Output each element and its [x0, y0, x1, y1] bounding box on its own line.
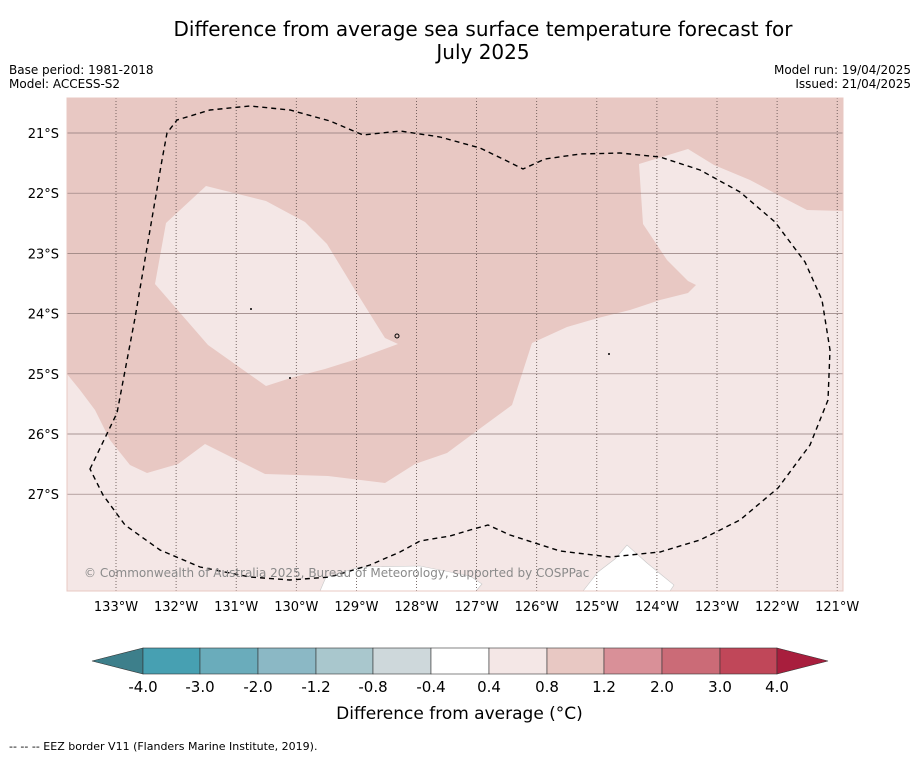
colorbar-tick-label: -4.0 — [128, 678, 157, 696]
lon-label: 123°W — [695, 600, 739, 615]
colorbar-ticks: -4.0 -3.0 -2.0 -1.2 -0.8 -0.4 0.4 0.8 1.2 2.0 3.0 4… — [128, 678, 789, 696]
lat-label: 21°S — [28, 127, 59, 142]
lon-label: 127°W — [455, 600, 499, 615]
colorbar-tick-label: 4.0 — [765, 678, 789, 696]
lon-label: 132°W — [154, 600, 198, 615]
colorbar-label: Difference from average (°C) — [336, 704, 583, 724]
colorbar-segment — [603, 647, 663, 675]
colorbar-tick-label: -0.8 — [358, 678, 387, 696]
lon-label: 124°W — [635, 600, 679, 615]
band-0.4-0.8-south — [67, 149, 843, 591]
model-run: Model run: 19/04/2025 — [773, 63, 911, 77]
longitude-labels: 133°W 132°W 131°W 130°W 129°W 128°W 127°W 126°W… — [94, 600, 860, 615]
island-2 — [394, 333, 400, 339]
lat-label: 23°S — [28, 247, 59, 262]
sst-anomaly-map: 21°S22°S23°S24°S25°S26°S27°S 133°W 132°W 1… — [28, 97, 860, 696]
lon-label: 121°W — [815, 600, 859, 615]
lon-label: 128°W — [394, 600, 438, 615]
lat-label: 27°S — [28, 488, 59, 503]
colorbar-segment — [546, 647, 605, 675]
colorbar-segment — [488, 647, 548, 675]
island-1 — [250, 308, 252, 310]
colorbar-segment — [719, 647, 778, 675]
meta-left: Base period: 1981-2018 Model: ACCESS-S2 — [9, 63, 154, 91]
lon-label: 133°W — [94, 600, 138, 615]
latitude-labels: 21°S 22°S 23°S 24°S 25°S 26°S 27°S — [28, 127, 59, 503]
lat-label: 25°S — [28, 368, 59, 383]
meta-right: Model run: 19/04/2025 Issued: 21/04/2025 — [774, 63, 911, 91]
map-frame — [66, 97, 844, 592]
eez-border — [89, 105, 831, 581]
colorbar-tick-label: 0.8 — [535, 678, 559, 696]
map-title: Difference from average sea surface temp… — [0, 18, 919, 64]
colorbar-segment — [199, 647, 259, 675]
colorbar-arrow-high — [776, 647, 829, 675]
colorbar-tick-label: 3.0 — [708, 678, 732, 696]
lon-label: 125°W — [575, 600, 619, 615]
colorbar-tick-label: 0.4 — [477, 678, 501, 696]
colorbar-tick-label: -3.0 — [185, 678, 214, 696]
lon-label: 129°W — [334, 600, 378, 615]
model-name: Model: ACCESS-S2 — [9, 77, 121, 91]
lat-label: 26°S — [28, 428, 59, 443]
title-line-2: July 2025 — [436, 40, 530, 64]
island-3 — [608, 353, 610, 355]
lon-label: 131°W — [214, 600, 258, 615]
lat-label: 24°S — [28, 308, 59, 323]
colorbar — [91, 647, 829, 675]
lat-label: 22°S — [28, 187, 59, 202]
colorbar-segment — [257, 647, 317, 675]
latitude-gridlines — [67, 132, 843, 495]
colorbar-segment — [142, 647, 201, 675]
lon-label: 130°W — [274, 600, 318, 615]
lon-label: 126°W — [515, 600, 559, 615]
lon-label: 122°W — [755, 600, 799, 615]
island-4 — [289, 377, 291, 379]
land-patch-south-center — [319, 565, 483, 591]
eez-footnote: -- -- -- EEZ border V11 (Flanders Marine… — [9, 740, 318, 753]
base-period: Base period: 1981-2018 — [9, 63, 154, 77]
colorbar-segment — [661, 647, 721, 675]
colorbar-tick-label: 2.0 — [650, 678, 674, 696]
issued-date: Issued: 21/04/2025 — [795, 77, 911, 91]
copyright-notice: © Commonwealth of Australia 2025, Bureau… — [84, 566, 590, 580]
colorbar-tick-label: -1.2 — [301, 678, 330, 696]
colorbar-tick-label: 1.2 — [592, 678, 616, 696]
title-line-1: Difference from average sea surface temp… — [173, 17, 793, 41]
colorbar-segment — [372, 647, 432, 675]
longitude-gridlines — [115, 98, 838, 591]
colorbar-arrow-low — [91, 647, 144, 675]
colorbar-tick-label: -0.4 — [416, 678, 445, 696]
band-0.4-0.8-west — [155, 186, 398, 386]
colorbar-segment — [315, 647, 374, 675]
colorbar-segment — [430, 647, 490, 675]
colorbar-tick-label: -2.0 — [243, 678, 272, 696]
